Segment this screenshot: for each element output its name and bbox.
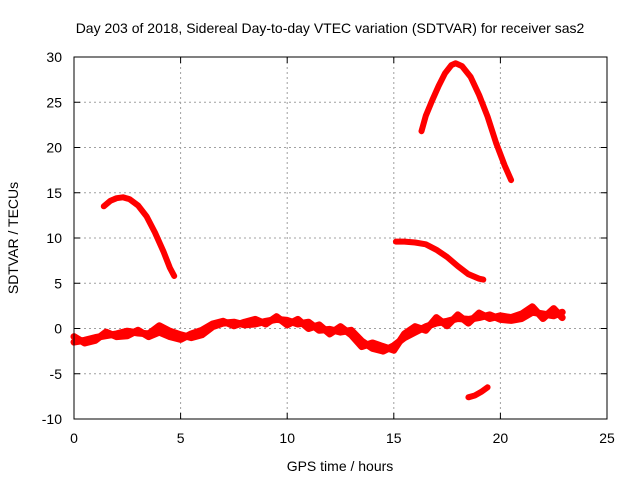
y-tick-label: -5	[50, 366, 63, 382]
series-baseline-2	[70, 303, 566, 354]
x-tick-label: 15	[386, 430, 402, 446]
grid	[74, 57, 607, 419]
axes: 0 5 10 15 20 25 -10 -5 0 5 10 15 20 25 30	[42, 49, 615, 446]
series-arc-1	[100, 194, 178, 279]
y-tick-label: 20	[46, 140, 62, 156]
x-tick-label: 5	[177, 430, 185, 446]
x-tick-label: 25	[599, 430, 615, 446]
y-tick-label: -10	[42, 411, 62, 427]
y-axis-label: SDTVAR / TECUs	[5, 182, 21, 294]
x-tick-label: 0	[70, 430, 78, 446]
chart-title: Day 203 of 2018, Sidereal Day-to-day VTE…	[76, 20, 585, 36]
y-tick-label: 5	[54, 275, 62, 291]
y-tick-label: 25	[46, 94, 62, 110]
x-tick-label: 10	[279, 430, 295, 446]
y-tick-label: 10	[46, 230, 62, 246]
series-arc-3	[418, 60, 515, 184]
series-layer	[70, 60, 566, 401]
x-tick-label: 20	[493, 430, 509, 446]
x-axis-label: GPS time / hours	[287, 458, 394, 474]
series-arc-4	[465, 384, 491, 401]
y-tick-label: 0	[54, 321, 62, 337]
series-arc-2	[392, 238, 487, 283]
y-tick-label: 30	[46, 49, 62, 65]
y-tick-label: 15	[46, 185, 62, 201]
